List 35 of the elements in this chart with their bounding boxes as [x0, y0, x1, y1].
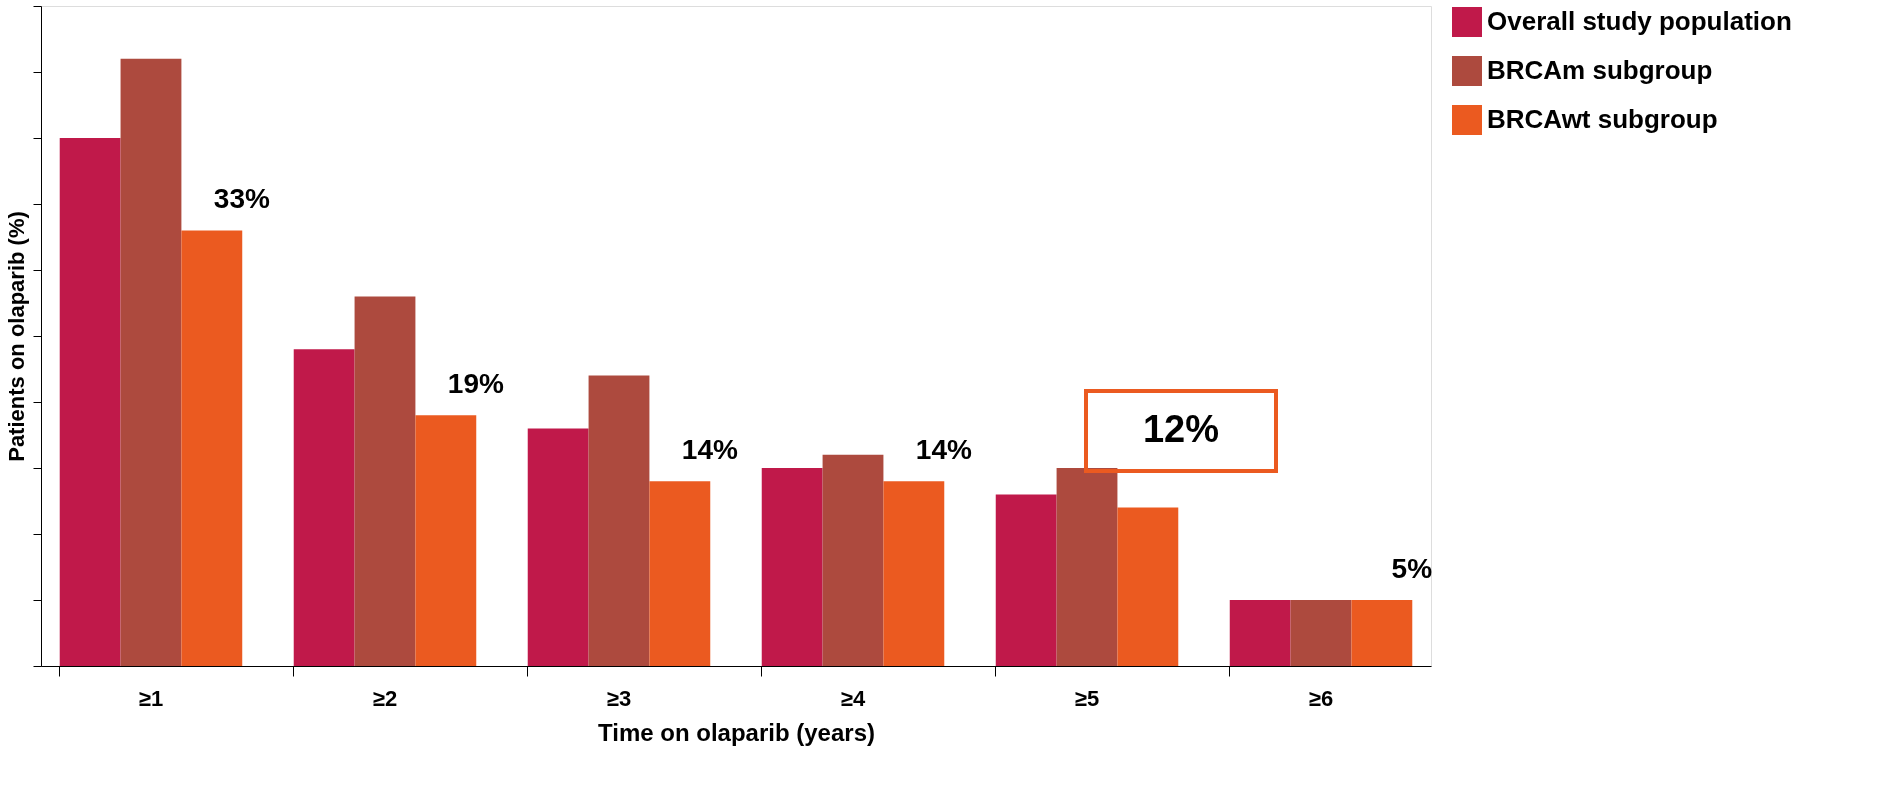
bar	[1229, 600, 1291, 666]
x-tick-label: ≥5	[1074, 685, 1100, 711]
data-label: 14%	[915, 434, 972, 466]
x-tick-label: ≥1	[138, 685, 164, 711]
bar	[995, 494, 1057, 666]
x-tick-label: ≥6	[1308, 685, 1334, 711]
annotation: 12%	[1142, 408, 1220, 450]
bar	[293, 349, 355, 666]
bar	[588, 375, 650, 666]
bar	[883, 481, 945, 666]
x-tick-label: ≥3	[606, 685, 632, 711]
x-axis-title: Time on olaparib (years)	[598, 718, 875, 746]
bar	[181, 230, 243, 666]
data-label: 14%	[681, 434, 738, 466]
legend-label: BRCAwt subgroup	[1487, 104, 1718, 134]
bar	[1351, 600, 1413, 666]
legend-label: Overall study population	[1487, 6, 1792, 36]
bar	[415, 415, 477, 666]
y-axis-title: Patients on olaparib (%)	[4, 211, 29, 462]
bar	[649, 481, 711, 666]
bar	[1117, 507, 1179, 666]
bar	[1056, 468, 1118, 666]
bar	[120, 58, 182, 666]
data-label: 33%	[213, 183, 270, 215]
x-tick-label: ≥4	[840, 685, 866, 711]
legend-label: BRCAm subgroup	[1487, 55, 1713, 85]
data-label: 5%	[1391, 553, 1433, 584]
bar	[822, 454, 884, 666]
x-tick-label: ≥2	[372, 685, 398, 711]
bar	[761, 468, 823, 666]
data-label: 19%	[447, 368, 504, 400]
bar	[59, 138, 121, 666]
bar	[527, 428, 589, 666]
bar	[354, 296, 416, 666]
bar	[1290, 600, 1352, 666]
